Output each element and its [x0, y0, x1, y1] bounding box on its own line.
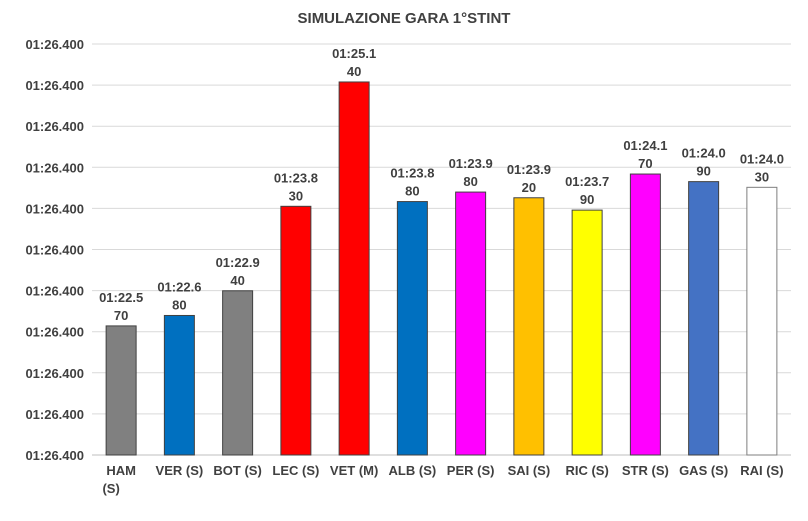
- data-label: 30: [755, 169, 769, 184]
- y-tick-label: 01:26.400: [25, 407, 84, 422]
- y-tick-label: 01:26.400: [25, 284, 84, 299]
- bar-ric: [571, 209, 603, 456]
- data-label: 01:23.8: [274, 170, 318, 185]
- bar-bot: [222, 290, 254, 456]
- x-tick-label: SAI (S): [508, 463, 551, 478]
- y-tick-label: 01:26.400: [25, 78, 84, 93]
- y-tick-label: 01:26.400: [25, 201, 84, 216]
- x-tick-label: VER (S): [156, 463, 204, 478]
- data-label: 40: [230, 273, 244, 288]
- data-label: 01:23.8: [390, 166, 434, 181]
- data-label: 01:22.9: [216, 255, 260, 270]
- y-tick-label: 01:26.400: [25, 448, 84, 463]
- data-label: 01:23.9: [507, 162, 551, 177]
- data-label: 80: [172, 297, 186, 312]
- bar-per: [455, 191, 487, 456]
- x-tick-label: RAI (S): [740, 463, 783, 478]
- data-labels: 01:22.5 70 01:22.6 80 01:22.9 40 01:23.8 30 01:2…: [99, 46, 784, 323]
- bar-sai: [513, 197, 545, 456]
- x-axis: HAM (S) VER (S) BOT (S) LEC (S) VET (M) ALB (S…: [102, 463, 783, 496]
- data-label: 01:22.6: [157, 279, 201, 294]
- bar-str: [629, 173, 661, 456]
- x-tick-label: BOT (S): [213, 463, 261, 478]
- data-label: 90: [580, 192, 594, 207]
- x-tick-label: VET (M): [330, 463, 378, 478]
- y-tick-label: 01:26.400: [25, 37, 84, 52]
- bar-ham: [105, 325, 137, 456]
- bar-ver: [163, 314, 195, 456]
- y-tick-label: 01:26.400: [25, 366, 84, 381]
- x-tick-label: RIC (S): [565, 463, 608, 478]
- x-tick-label: ALB (S): [389, 463, 437, 478]
- y-tick-label: 01:26.400: [25, 325, 84, 340]
- data-label: 01:25.1: [332, 46, 376, 61]
- data-label: 20: [522, 180, 536, 195]
- data-label: 01:22.5: [99, 290, 143, 305]
- x-tick-label: LEC (S): [272, 463, 319, 478]
- bar-rai: [746, 186, 778, 456]
- x-tick-label: GAS (S): [679, 463, 728, 478]
- data-label: 70: [114, 308, 128, 323]
- data-label: 40: [347, 64, 361, 79]
- data-label: 80: [405, 184, 419, 199]
- y-axis: 01:26.400 01:26.400 01:26.400 01:26.400 01:2…: [25, 37, 84, 463]
- data-label: 30: [289, 188, 303, 203]
- bar-gas: [688, 181, 720, 456]
- x-tick-label: HAM (S): [102, 463, 135, 496]
- x-tick-label: PER (S): [447, 463, 495, 478]
- bar-lec: [280, 205, 312, 456]
- y-tick-label: 01:26.400: [25, 243, 84, 258]
- data-label: 01:24.0: [682, 146, 726, 161]
- x-tick-label: STR (S): [622, 463, 669, 478]
- data-label: 70: [638, 156, 652, 171]
- data-label: 01:24.1: [623, 138, 667, 153]
- chart-title: SIMULAZIONE GARA 1°STINT: [298, 10, 511, 27]
- y-tick-label: 01:26.400: [25, 119, 84, 134]
- bar-vet: [338, 81, 370, 456]
- grid: [92, 43, 791, 456]
- data-label: 01:23.9: [449, 156, 493, 171]
- data-label: 01:23.7: [565, 174, 609, 189]
- y-tick-label: 01:26.400: [25, 160, 84, 175]
- bars: [105, 81, 778, 456]
- data-label: 01:24.0: [740, 151, 784, 166]
- data-label: 80: [463, 174, 477, 189]
- bar-alb: [396, 201, 428, 456]
- data-label: 90: [696, 164, 710, 179]
